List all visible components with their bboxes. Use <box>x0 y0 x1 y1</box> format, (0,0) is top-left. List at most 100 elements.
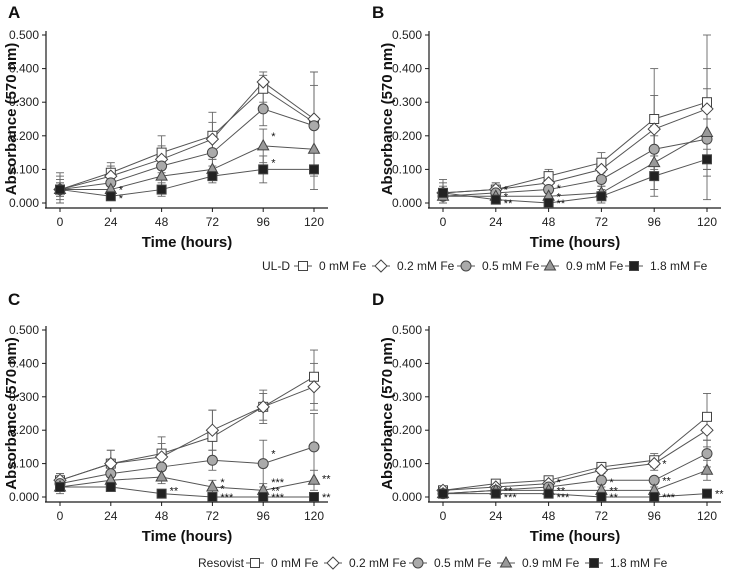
legend-entry: 0.2 mM Fe <box>372 259 455 273</box>
significance-label: ** <box>170 485 179 497</box>
open-diamond-marker <box>256 75 270 89</box>
black-square-marker <box>543 198 554 208</box>
black-square-marker <box>596 191 607 202</box>
black-square-marker <box>596 492 607 502</box>
y-tick-label: 0.300 <box>9 95 39 109</box>
gray-circle-icon <box>412 557 424 569</box>
y-tick-label: 0.100 <box>392 162 422 176</box>
black-square-marker <box>490 194 501 205</box>
significance-label: ** <box>322 492 331 504</box>
x-tick-label: 48 <box>542 215 556 229</box>
x-axis-title: Time (hours) <box>142 528 233 545</box>
series-line <box>442 108 708 194</box>
black-square-marker <box>105 191 116 202</box>
series-line <box>442 469 708 495</box>
legend-entry: 0 mM Fe <box>294 259 367 273</box>
series-line <box>59 88 315 191</box>
black-square-marker <box>309 492 319 502</box>
y-tick-label: 0.500 <box>9 28 39 42</box>
series-line <box>59 476 315 491</box>
x-tick-label: 120 <box>304 509 324 523</box>
series-line <box>59 386 315 481</box>
significance-label: ** <box>662 475 671 487</box>
x-tick-label: 120 <box>697 215 717 229</box>
series-0-2-mm-fe <box>439 68 711 204</box>
black-square-marker <box>702 154 712 165</box>
series-line <box>60 145 315 191</box>
y-tick-label: 0.400 <box>392 62 422 76</box>
chart-panel-a: A 0.000 0.100 0.200 0.300 0.400 0.500 0 24 48 72 96… <box>3 3 328 251</box>
x-tick-label: 0 <box>57 509 64 523</box>
significance-label: * <box>119 185 124 197</box>
legend-entry: 0.5 mM Fe <box>457 259 540 273</box>
open-square-icon <box>298 261 308 271</box>
series-line <box>59 168 314 197</box>
legend-label: 0 mM Fe <box>319 259 367 273</box>
significance-label: ** <box>609 492 618 504</box>
legend-entry: 0.9 mM Fe <box>541 258 624 273</box>
gray-circle-marker <box>595 173 607 185</box>
significance-label: ** <box>715 489 724 501</box>
significance-label: * <box>220 477 225 489</box>
chart-panel-d: D 0.000 0.100 0.200 0.300 0.400 0.500 0 24 48 72 96… <box>372 290 724 545</box>
y-tick-label: 0.500 <box>392 323 422 337</box>
x-tick-label: 0 <box>440 215 447 229</box>
legend-label: 0 mM Fe <box>271 556 319 570</box>
significance-label: ** <box>271 485 280 497</box>
significance-label: * <box>662 459 667 471</box>
series-line <box>59 376 315 481</box>
significance-label: * <box>557 477 562 489</box>
panel-letter: D <box>372 290 384 309</box>
legend-entry: 1.8 mM Fe <box>625 259 708 273</box>
legend-label: 0.2 mM Fe <box>397 259 455 273</box>
black-square-marker <box>207 171 218 182</box>
black-square-marker <box>438 187 448 198</box>
legend-label: 0.9 mM Fe <box>522 556 580 570</box>
gray-circle-marker <box>206 454 218 466</box>
x-tick-label: 96 <box>648 215 662 229</box>
y-tick-label: 0.000 <box>9 490 39 504</box>
x-tick-label: 0 <box>57 215 64 229</box>
panel-letter: B <box>372 3 384 22</box>
series-line <box>60 486 314 498</box>
x-tick-label: 72 <box>206 215 220 229</box>
black-square-marker <box>55 481 65 492</box>
legend-title: Resovist <box>198 556 245 570</box>
gray-circle-marker <box>701 448 713 460</box>
y-axis-title: Absorbance (570 nm) <box>3 337 20 490</box>
black-square-marker <box>438 488 448 499</box>
y-tick-label: 0.000 <box>392 490 422 504</box>
significance-label: * <box>609 477 614 489</box>
significance-label: * <box>504 185 509 197</box>
gray-circle-marker <box>308 441 320 453</box>
series-line <box>442 416 708 491</box>
significance-label: * <box>271 449 276 461</box>
gray-circle-marker <box>206 147 218 159</box>
gray-triangle-marker <box>155 169 168 181</box>
y-tick-label: 0.300 <box>392 95 422 109</box>
x-tick-label: 96 <box>257 509 271 523</box>
y-tick-label: 0.500 <box>392 28 422 42</box>
open-diamond-marker <box>256 400 270 414</box>
open-diamond-marker <box>700 102 714 116</box>
series-line <box>442 158 708 204</box>
legend-entry: 0.2 mM Fe <box>324 556 407 570</box>
open-square-marker <box>649 114 660 124</box>
open-diamond-marker <box>700 423 714 437</box>
significance-label: * <box>557 191 562 203</box>
y-tick-label: 0.300 <box>9 390 39 404</box>
legend: Resovist 0 mM Fe 0.2 mM Fe 0.5 mM Fe 0.9 mM … <box>198 555 668 570</box>
y-tick-label: 0.400 <box>9 62 39 76</box>
significance-label: ** <box>322 474 331 486</box>
gray-triangle-marker <box>700 463 714 475</box>
black-square-marker <box>258 492 269 502</box>
black-square-icon <box>589 558 599 568</box>
significance-label: * <box>119 193 124 205</box>
black-square-marker <box>156 184 167 195</box>
black-square-marker <box>309 164 319 175</box>
series-line <box>442 429 708 491</box>
series-line <box>442 138 708 197</box>
series-0-mm-fe <box>56 349 318 488</box>
black-square-marker <box>55 184 65 195</box>
